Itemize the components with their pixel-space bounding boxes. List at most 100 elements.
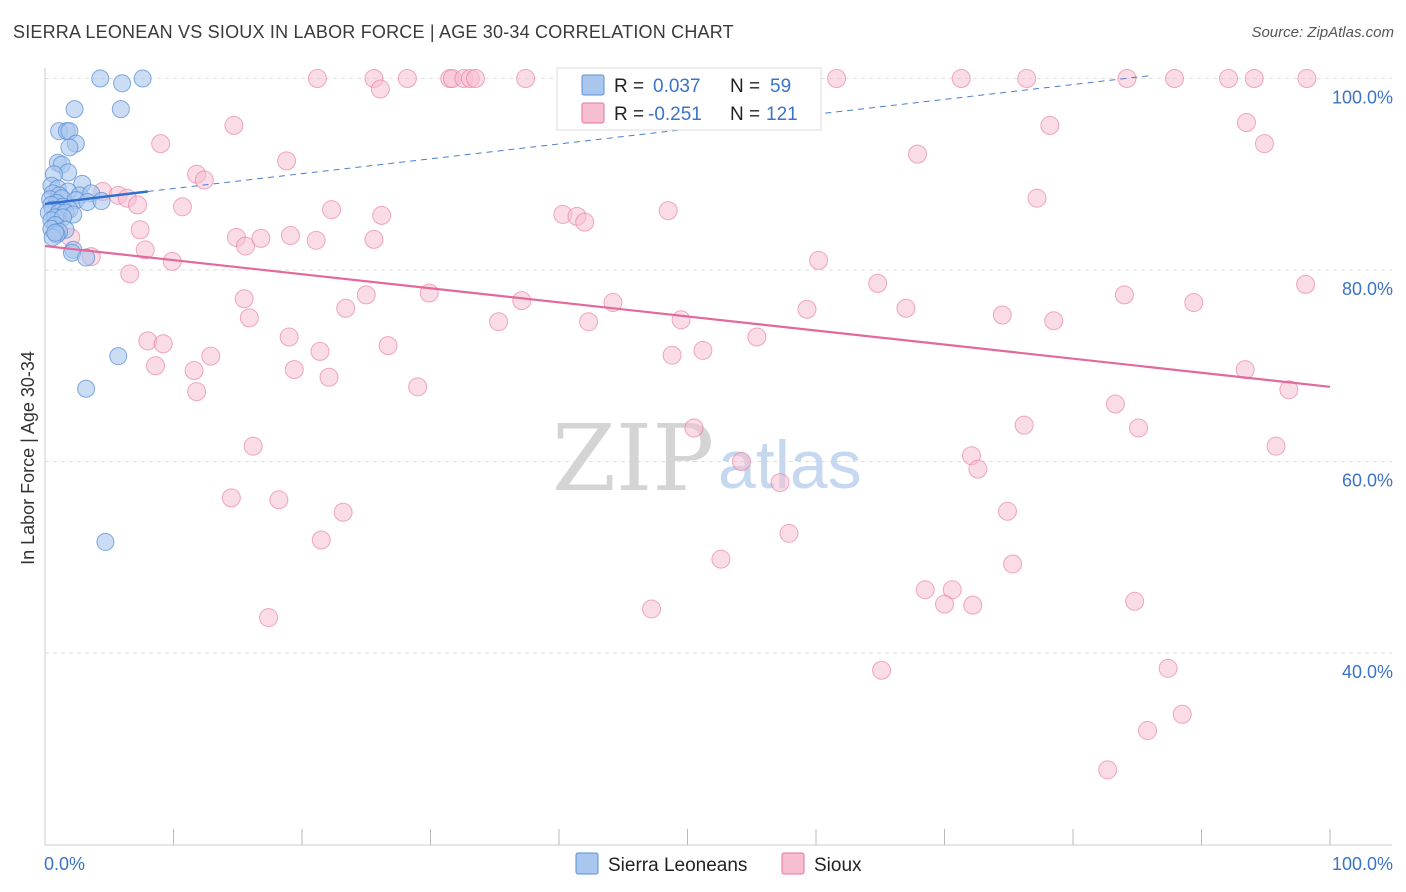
sioux-point-50: [364, 229, 384, 249]
sioux-point-83: [747, 327, 767, 347]
sioux-point-64: [1184, 293, 1204, 313]
bottom-legend-label-blue: Sierra Leoneans: [608, 855, 747, 876]
sioux-point-94: [684, 418, 704, 438]
sioux-point-27: [908, 144, 928, 164]
sierra-leonean-point-48: [77, 248, 96, 267]
legend-n-label-1: N =: [730, 76, 760, 97]
sioux-point-40: [658, 201, 678, 221]
y-tick-labels: 40.0% 60.0% 80.0% 100.0%: [1332, 88, 1393, 683]
x-axis-ticks: [173, 829, 1331, 845]
sioux-point-25: [1254, 134, 1274, 154]
sioux-point-100: [968, 459, 988, 479]
sioux-point-107: [711, 549, 731, 569]
sioux-point-17: [1218, 69, 1238, 88]
sioux-point-22: [1040, 115, 1060, 135]
sioux-point-80: [378, 336, 398, 356]
sioux-point-84: [146, 356, 166, 376]
series-legend: Sierra Leoneans Sioux: [575, 852, 862, 876]
bottom-legend-swatch-pink: [781, 852, 805, 875]
sioux-point-14: [1017, 69, 1037, 88]
sioux-point-18: [1244, 69, 1264, 88]
sioux-point-115: [259, 608, 279, 628]
sioux-point-98: [770, 473, 790, 493]
sioux-point-86: [319, 367, 339, 387]
sierra-leonean-point-45: [46, 223, 65, 242]
sioux-trend-line: [44, 244, 1331, 388]
y-tick-label-60: 60.0%: [1342, 471, 1393, 491]
sioux-point-16: [1165, 69, 1185, 88]
legend-n-value-1: 59: [770, 76, 791, 97]
sioux-point-73: [992, 305, 1012, 325]
sioux-point-76: [153, 334, 173, 354]
x-tick-label-max: 100.0%: [1332, 854, 1393, 874]
sierra-leonean-point-1: [133, 69, 152, 88]
sioux-point-95: [243, 436, 263, 456]
sioux-point-87: [408, 377, 428, 397]
sioux-point-106: [779, 523, 799, 543]
sioux-point-78: [284, 360, 304, 380]
sioux-point-56: [868, 273, 888, 293]
sierra-leonean-point-9: [60, 138, 79, 157]
legend-swatch-blue: [581, 74, 605, 96]
correlation-legend: R = 0.037 N = 59 R = -0.251 N = 121: [556, 67, 822, 131]
legend-n-label-2: N =: [730, 104, 760, 125]
sioux-point-59: [356, 285, 376, 305]
sioux-point-117: [1158, 658, 1178, 678]
sioux-point-113: [1125, 591, 1145, 611]
sioux-point-63: [1114, 285, 1134, 305]
y-tick-label-100: 100.0%: [1332, 88, 1393, 108]
sioux-point-77: [201, 346, 221, 366]
sioux-point-74: [1044, 311, 1064, 331]
sioux-point-111: [935, 594, 954, 614]
sioux-point-112: [963, 595, 983, 615]
sioux-point-29: [194, 170, 214, 190]
sioux-point-96: [1266, 436, 1286, 456]
sierra-leonean-point-49: [109, 347, 128, 366]
sioux-point-82: [693, 340, 713, 360]
sioux-point-103: [333, 502, 353, 522]
sioux-point-65: [239, 308, 259, 328]
sioux-point-70: [671, 310, 691, 330]
sioux-point-116: [872, 660, 892, 680]
legend-r-label-1: R =: [614, 76, 644, 97]
sioux-point-23: [1236, 113, 1256, 133]
y-tick-label-40: 40.0%: [1342, 662, 1393, 682]
sioux-point-57: [1296, 274, 1316, 294]
sioux-point-55: [809, 250, 829, 270]
bottom-legend-swatch-blue: [575, 852, 599, 875]
sioux-point-67: [336, 298, 356, 318]
sierra-leonean-point-4: [111, 100, 130, 119]
y-axis-title: In Labor Force | Age 30-34: [18, 351, 38, 565]
sioux-point-7: [465, 69, 485, 88]
sioux-point-21: [224, 115, 244, 135]
sioux-point-91: [1105, 394, 1125, 414]
sioux-point-108: [1003, 554, 1023, 574]
sioux-point-109: [915, 580, 935, 600]
sioux-point-81: [662, 345, 682, 365]
sioux-point-2: [397, 69, 417, 88]
sioux-point-20: [370, 79, 390, 99]
sioux-point-90: [1279, 380, 1299, 400]
sierra-leonean-trend-line: [44, 190, 148, 206]
sioux-point-44: [130, 220, 150, 240]
legend-r-value-1: 0.037: [653, 76, 701, 97]
bottom-legend-label-pink: Sioux: [814, 855, 862, 876]
sioux-point-120: [1098, 760, 1118, 780]
source-label: Source: ZipAtlas.com: [1251, 24, 1394, 41]
sioux-point-39: [575, 212, 595, 232]
sioux-point-51: [135, 240, 155, 260]
sioux-point-114: [642, 599, 662, 619]
sierra-leonean-point-51: [96, 532, 115, 551]
sioux-point-118: [1172, 704, 1192, 724]
sioux-point-34: [172, 197, 192, 217]
legend-n-value-2: 121: [766, 104, 798, 125]
sioux-point-102: [269, 490, 289, 510]
sioux-point-97: [731, 452, 751, 471]
sioux-point-92: [1014, 415, 1034, 435]
sioux-point-69: [579, 312, 599, 332]
sioux-point-8: [516, 69, 536, 88]
sioux-point-119: [1138, 721, 1158, 741]
legend-r-value-2: -0.251: [648, 104, 702, 125]
sierra-leonean-point-3: [65, 100, 84, 119]
